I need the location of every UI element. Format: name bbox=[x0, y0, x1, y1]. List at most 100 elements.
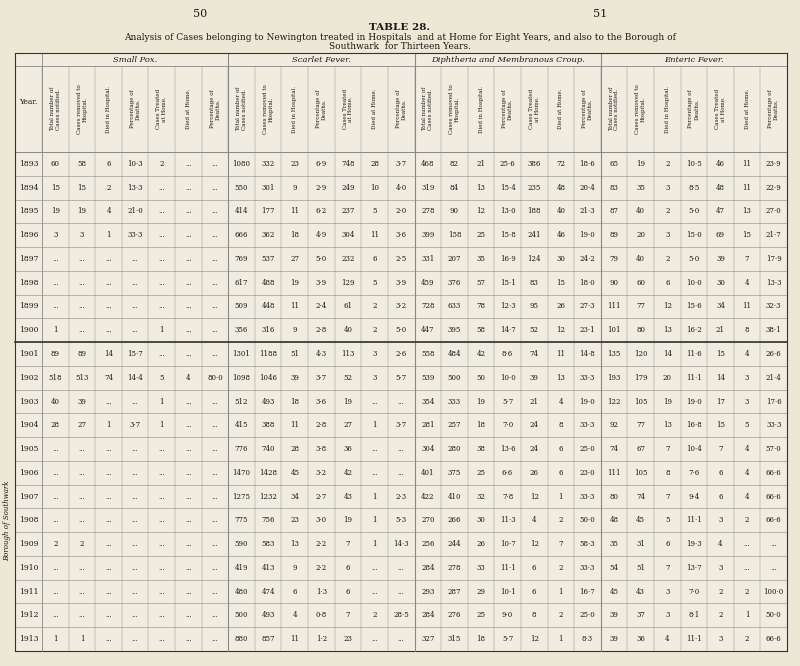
Text: ...: ... bbox=[185, 635, 192, 643]
Text: ...: ... bbox=[105, 326, 112, 334]
Text: 25: 25 bbox=[477, 469, 486, 477]
Text: 74: 74 bbox=[104, 374, 113, 382]
Text: 11·1: 11·1 bbox=[686, 374, 702, 382]
Text: 32·3: 32·3 bbox=[766, 302, 782, 310]
Text: ...: ... bbox=[770, 564, 777, 572]
Text: 23·9: 23·9 bbox=[766, 160, 782, 168]
Text: 15·1: 15·1 bbox=[500, 278, 515, 286]
Text: 20·4: 20·4 bbox=[579, 184, 595, 192]
Text: ...: ... bbox=[52, 278, 58, 286]
Text: 15: 15 bbox=[716, 350, 725, 358]
Text: 39: 39 bbox=[610, 635, 618, 643]
Text: 13: 13 bbox=[663, 422, 672, 430]
Text: 4: 4 bbox=[745, 278, 750, 286]
Text: 54: 54 bbox=[610, 564, 618, 572]
Text: Year.: Year. bbox=[19, 99, 38, 107]
Text: 12: 12 bbox=[530, 540, 538, 548]
Text: 468: 468 bbox=[421, 160, 434, 168]
Text: 1: 1 bbox=[159, 326, 164, 334]
Text: 8: 8 bbox=[745, 326, 750, 334]
Text: 301: 301 bbox=[262, 184, 275, 192]
Text: ...: ... bbox=[185, 493, 192, 501]
Text: 39: 39 bbox=[610, 611, 618, 619]
Text: 13: 13 bbox=[290, 540, 299, 548]
Text: 399: 399 bbox=[421, 231, 434, 239]
Text: 51: 51 bbox=[290, 350, 299, 358]
Text: 2: 2 bbox=[106, 184, 110, 192]
Text: 414: 414 bbox=[235, 207, 248, 215]
Text: 33·3: 33·3 bbox=[580, 493, 595, 501]
Text: 40: 40 bbox=[636, 207, 645, 215]
Text: 558: 558 bbox=[421, 350, 434, 358]
Text: ...: ... bbox=[185, 255, 192, 263]
Text: 28: 28 bbox=[370, 160, 379, 168]
Text: Died in Hospital.: Died in Hospital. bbox=[665, 85, 670, 133]
Text: 177: 177 bbox=[262, 207, 275, 215]
Text: ...: ... bbox=[185, 350, 192, 358]
Text: Died at Home.: Died at Home. bbox=[372, 89, 377, 129]
Text: 270: 270 bbox=[421, 516, 434, 524]
Text: ...: ... bbox=[211, 302, 218, 310]
Text: 124: 124 bbox=[527, 255, 541, 263]
Text: 13·0: 13·0 bbox=[500, 207, 515, 215]
Text: 512: 512 bbox=[235, 398, 248, 406]
Text: ...: ... bbox=[132, 445, 138, 453]
Text: 14·8: 14·8 bbox=[579, 350, 595, 358]
Text: 90: 90 bbox=[610, 278, 618, 286]
Text: ...: ... bbox=[371, 469, 378, 477]
Text: 84: 84 bbox=[450, 184, 459, 192]
Text: ...: ... bbox=[105, 635, 112, 643]
Text: 1895: 1895 bbox=[18, 207, 38, 215]
Text: ...: ... bbox=[78, 445, 86, 453]
Text: 48: 48 bbox=[556, 184, 566, 192]
Text: 2·8: 2·8 bbox=[316, 422, 327, 430]
Text: 3·7: 3·7 bbox=[130, 422, 141, 430]
Text: ...: ... bbox=[52, 564, 58, 572]
Text: 9: 9 bbox=[293, 184, 297, 192]
Text: 3: 3 bbox=[745, 398, 750, 406]
Text: 2·3: 2·3 bbox=[396, 493, 406, 501]
Text: 52: 52 bbox=[530, 326, 538, 334]
Text: 87: 87 bbox=[610, 207, 618, 215]
Text: ...: ... bbox=[211, 516, 218, 524]
Text: 16·7: 16·7 bbox=[579, 587, 595, 595]
Text: 7: 7 bbox=[346, 611, 350, 619]
Text: 1: 1 bbox=[53, 635, 58, 643]
Text: 775: 775 bbox=[235, 516, 248, 524]
Text: 74: 74 bbox=[530, 350, 538, 358]
Text: 11: 11 bbox=[290, 207, 299, 215]
Text: 6: 6 bbox=[346, 587, 350, 595]
Text: ...: ... bbox=[211, 350, 218, 358]
Text: ...: ... bbox=[52, 469, 58, 477]
Text: 1: 1 bbox=[558, 635, 563, 643]
Text: ...: ... bbox=[105, 540, 112, 548]
Text: 8·3: 8·3 bbox=[582, 635, 593, 643]
Text: 34: 34 bbox=[290, 493, 299, 501]
Text: 2: 2 bbox=[372, 302, 377, 310]
Text: 2: 2 bbox=[745, 587, 750, 595]
Text: Percentage of
Deaths.: Percentage of Deaths. bbox=[396, 90, 406, 129]
Text: 66·6: 66·6 bbox=[766, 516, 782, 524]
Text: 3·7: 3·7 bbox=[396, 160, 406, 168]
Text: 459: 459 bbox=[421, 278, 434, 286]
Text: 6: 6 bbox=[718, 493, 722, 501]
Text: 413: 413 bbox=[262, 564, 275, 572]
Text: 10·4: 10·4 bbox=[686, 445, 702, 453]
Text: 331: 331 bbox=[421, 255, 434, 263]
Text: 415: 415 bbox=[235, 422, 248, 430]
Text: 113: 113 bbox=[342, 350, 354, 358]
Text: 315: 315 bbox=[448, 635, 461, 643]
Text: 1046: 1046 bbox=[259, 374, 277, 382]
Text: 6: 6 bbox=[665, 278, 670, 286]
Text: 7: 7 bbox=[558, 540, 563, 548]
Text: ...: ... bbox=[105, 564, 112, 572]
Text: 1: 1 bbox=[80, 635, 84, 643]
Text: 39: 39 bbox=[716, 255, 725, 263]
Text: 39: 39 bbox=[530, 374, 538, 382]
Text: ...: ... bbox=[211, 160, 218, 168]
Text: Cases Treated
at Home.: Cases Treated at Home. bbox=[529, 89, 540, 129]
Text: 193: 193 bbox=[607, 374, 621, 382]
Text: 1905: 1905 bbox=[18, 445, 38, 453]
Bar bbox=[42, 53, 228, 66]
Text: 241: 241 bbox=[527, 231, 541, 239]
